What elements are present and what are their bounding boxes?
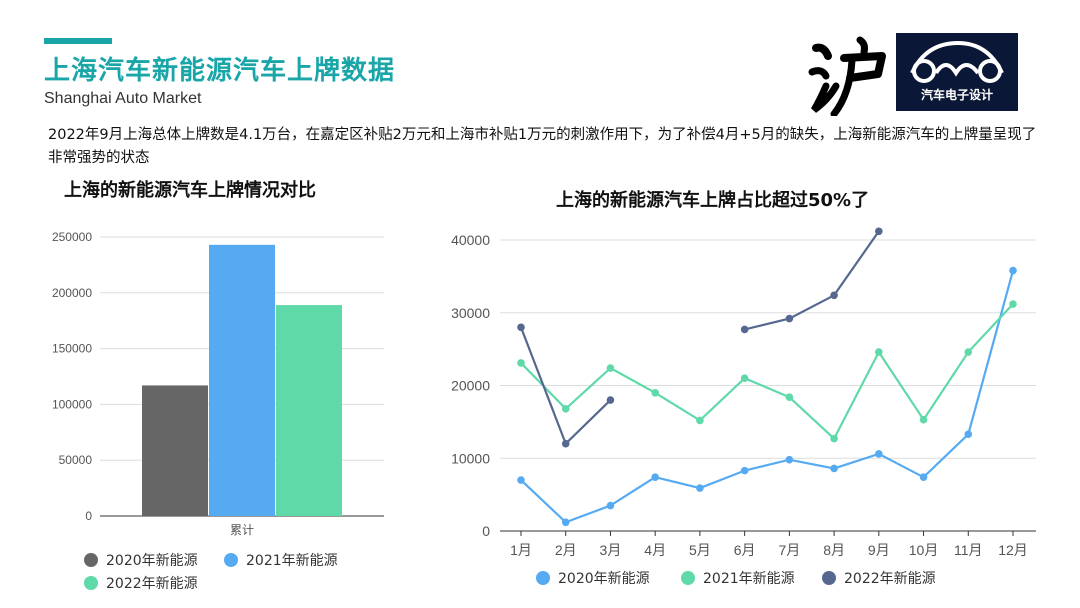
legend-label: 2020年新能源 <box>106 553 198 569</box>
bar <box>276 305 342 516</box>
series-line <box>744 230 880 331</box>
y-tick-label: 30000 <box>451 305 490 321</box>
x-tick-label: 3月 <box>600 542 622 558</box>
y-tick-label: 0 <box>482 523 490 539</box>
line-legend-item-2020: 2020年新能源 <box>536 568 650 588</box>
x-tick-label: 10月 <box>909 542 939 558</box>
x-tick-label: 11月 <box>954 542 983 558</box>
calligraphy-hu-logo <box>808 36 886 116</box>
data-point <box>785 314 794 323</box>
x-tick-label: 2月 <box>555 542 577 558</box>
data-point <box>830 464 838 473</box>
x-tick-label: 9月 <box>868 542 890 558</box>
x-tick-label: 4月 <box>644 542 666 558</box>
data-point <box>651 388 659 397</box>
data-point <box>830 291 838 300</box>
logo-text: 汽车电子设计 <box>920 88 993 102</box>
legend-dot <box>84 576 98 590</box>
car-logo-icon <box>910 40 1004 83</box>
data-point <box>740 466 749 475</box>
y-tick-label: 20000 <box>451 378 490 394</box>
data-point <box>561 518 570 527</box>
data-point <box>875 348 883 356</box>
bar <box>142 385 208 516</box>
legend-label: 2022年新能源 <box>844 571 936 587</box>
x-tick-label: 5月 <box>689 542 711 558</box>
bar-legend-item-2020: 2020年新能源 <box>84 550 198 570</box>
data-point <box>740 325 749 334</box>
y-tick-label: 0 <box>85 509 92 523</box>
data-point <box>696 416 704 425</box>
legend-dot <box>681 571 695 585</box>
legend-label: 2021年新能源 <box>246 553 338 569</box>
page-title: 上海汽车新能源汽车上牌数据 <box>44 56 396 86</box>
data-point <box>785 393 794 401</box>
data-point <box>517 476 525 484</box>
x-tick-label: 6月 <box>734 542 756 558</box>
data-point <box>1009 300 1017 308</box>
title-accent-bar <box>44 38 112 44</box>
data-point <box>696 484 704 492</box>
line-chart-title: 上海的新能源汽车上牌占比超过50%了 <box>556 190 870 211</box>
legend-label: 2020年新能源 <box>558 571 650 587</box>
data-point <box>606 364 615 372</box>
data-point <box>875 227 883 236</box>
legend-dot <box>84 553 98 567</box>
x-tick-label: 1月 <box>510 542 532 558</box>
data-point <box>561 439 570 448</box>
x-tick-label: 8月 <box>823 542 845 558</box>
x-tick-label: 7月 <box>778 542 800 558</box>
data-point <box>517 359 525 367</box>
data-point <box>875 450 883 458</box>
series-line <box>520 303 1014 441</box>
data-point <box>606 396 615 404</box>
data-point <box>740 374 749 383</box>
bar-legend-item-2021: 2021年新能源 <box>224 550 338 570</box>
description-text: 2022年9月上海总体上牌数是4.1万台，在嘉定区补贴2万元和上海市补贴1万元的… <box>48 127 1037 166</box>
line-legend-item-2021: 2021年新能源 <box>681 568 795 588</box>
data-point <box>919 415 928 424</box>
data-point <box>561 404 570 413</box>
data-point <box>830 434 838 443</box>
legend-label: 2022年新能源 <box>106 576 198 592</box>
y-tick-label: 10000 <box>451 450 490 466</box>
legend-dot <box>536 571 550 585</box>
data-point <box>964 348 973 356</box>
y-tick-label: 100000 <box>52 397 92 411</box>
data-point <box>1009 266 1017 275</box>
data-point <box>785 455 794 464</box>
data-point <box>606 501 615 510</box>
data-point <box>651 473 659 481</box>
y-tick-label: 40000 <box>451 232 490 248</box>
y-tick-label: 50000 <box>59 453 93 467</box>
line-legend-item-2022: 2022年新能源 <box>822 568 936 588</box>
bar-chart-title: 上海的新能源汽车上牌情况对比 <box>64 180 316 201</box>
x-tick-label: 12月 <box>998 542 1028 558</box>
page-subtitle: Shanghai Auto Market <box>44 90 202 107</box>
y-tick-label: 250000 <box>52 230 92 244</box>
series-line <box>520 270 1015 524</box>
y-tick-label: 150000 <box>52 342 92 356</box>
legend-dot <box>224 553 238 567</box>
data-point <box>517 323 525 332</box>
legend-label: 2021年新能源 <box>703 571 795 587</box>
x-tick-label: 累计 <box>230 523 254 537</box>
auto-electronics-logo: 汽车电子设计 <box>896 33 1018 111</box>
legend-dot <box>822 571 836 585</box>
bar-legend-item-2022: 2022年新能源 <box>84 573 198 593</box>
data-point <box>919 473 928 481</box>
bar <box>209 244 275 516</box>
y-tick-label: 200000 <box>52 286 92 300</box>
data-point <box>964 430 973 439</box>
